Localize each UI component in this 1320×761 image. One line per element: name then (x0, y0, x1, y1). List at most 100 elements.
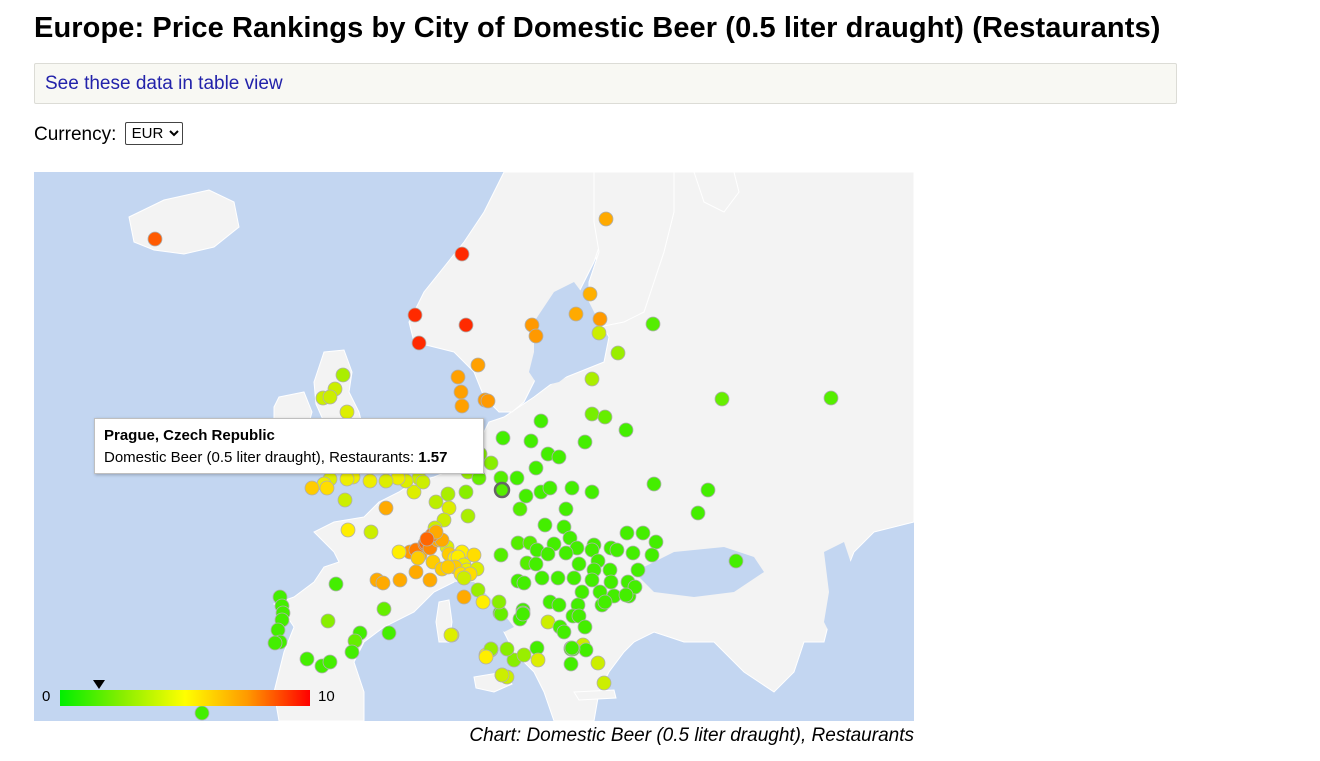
city-marker[interactable] (470, 357, 486, 373)
city-marker[interactable] (375, 575, 391, 591)
city-marker[interactable] (603, 574, 619, 590)
map-container[interactable] (34, 172, 914, 721)
city-marker[interactable] (577, 619, 593, 635)
city-marker[interactable] (475, 594, 491, 610)
city-marker[interactable] (516, 575, 532, 591)
city-marker[interactable] (646, 476, 662, 492)
city-marker[interactable] (440, 559, 456, 575)
city-marker[interactable] (453, 384, 469, 400)
city-marker[interactable] (518, 488, 534, 504)
city-marker[interactable] (598, 211, 614, 227)
city-marker[interactable] (635, 525, 651, 541)
city-marker[interactable] (568, 306, 584, 322)
city-marker[interactable] (335, 367, 351, 383)
city-marker[interactable] (823, 390, 839, 406)
city-marker[interactable] (590, 655, 606, 671)
city-marker[interactable] (440, 486, 456, 502)
city-marker[interactable] (381, 625, 397, 641)
city-marker[interactable] (512, 501, 528, 517)
city-marker[interactable] (558, 501, 574, 517)
city-marker[interactable] (528, 460, 544, 476)
city-marker[interactable] (645, 316, 661, 332)
city-marker[interactable] (147, 231, 163, 247)
city-marker[interactable] (392, 572, 408, 588)
city-marker[interactable] (509, 470, 525, 486)
city-marker[interactable] (494, 667, 510, 683)
city-marker[interactable] (571, 556, 587, 572)
city-marker[interactable] (619, 525, 635, 541)
city-marker[interactable] (454, 246, 470, 262)
city-marker[interactable] (625, 545, 641, 561)
city-marker[interactable] (363, 524, 379, 540)
table-view-link[interactable]: See these data in table view (45, 73, 283, 94)
city-marker[interactable] (700, 482, 716, 498)
city-marker[interactable] (618, 422, 634, 438)
city-marker[interactable] (491, 594, 507, 610)
city-marker[interactable] (422, 572, 438, 588)
city-marker[interactable] (574, 584, 590, 600)
city-marker[interactable] (530, 652, 546, 668)
city-marker[interactable] (551, 597, 567, 613)
city-marker[interactable] (564, 640, 580, 656)
city-marker[interactable] (460, 508, 476, 524)
city-marker[interactable] (322, 654, 338, 670)
city-marker[interactable] (408, 564, 424, 580)
city-marker[interactable] (378, 500, 394, 516)
city-marker[interactable] (391, 544, 407, 560)
city-marker[interactable] (584, 371, 600, 387)
city-marker[interactable] (528, 328, 544, 344)
city-marker[interactable] (339, 404, 355, 420)
city-marker[interactable] (610, 345, 626, 361)
city-marker[interactable] (596, 675, 612, 691)
city-marker[interactable] (597, 594, 613, 610)
city-marker[interactable] (566, 570, 582, 586)
currency-select[interactable]: EUR (124, 122, 183, 145)
city-marker[interactable] (378, 473, 394, 489)
city-marker[interactable] (450, 369, 466, 385)
city-marker[interactable] (493, 547, 509, 563)
city-marker[interactable] (328, 576, 344, 592)
city-marker[interactable] (558, 545, 574, 561)
city-marker[interactable] (466, 547, 482, 563)
city-marker[interactable] (523, 433, 539, 449)
city-marker[interactable] (406, 484, 422, 500)
city-marker[interactable] (540, 546, 556, 562)
city-marker[interactable] (591, 325, 607, 341)
city-marker[interactable] (304, 480, 320, 496)
city-marker[interactable] (516, 647, 532, 663)
city-marker[interactable] (542, 480, 558, 496)
city-marker[interactable] (644, 547, 660, 563)
city-marker[interactable] (458, 317, 474, 333)
city-marker[interactable] (592, 311, 608, 327)
city-marker[interactable] (597, 409, 613, 425)
city-marker[interactable] (454, 398, 470, 414)
city-marker-prague[interactable] (493, 481, 511, 499)
city-marker[interactable] (577, 434, 593, 450)
city-marker[interactable] (411, 335, 427, 351)
city-marker[interactable] (458, 484, 474, 500)
city-marker[interactable] (528, 556, 544, 572)
city-marker[interactable] (584, 406, 600, 422)
city-marker[interactable] (478, 649, 494, 665)
city-marker[interactable] (648, 534, 664, 550)
city-marker[interactable] (564, 480, 580, 496)
city-marker[interactable] (376, 601, 392, 617)
city-marker[interactable] (728, 553, 744, 569)
city-marker[interactable] (609, 542, 625, 558)
europe-map[interactable] (34, 172, 914, 721)
city-marker[interactable] (456, 589, 472, 605)
city-marker[interactable] (578, 642, 594, 658)
city-marker[interactable] (534, 570, 550, 586)
city-marker[interactable] (690, 505, 706, 521)
city-marker[interactable] (584, 484, 600, 500)
city-marker[interactable] (515, 606, 531, 622)
city-marker[interactable] (584, 572, 600, 588)
city-marker[interactable] (537, 517, 553, 533)
city-marker[interactable] (483, 455, 499, 471)
city-marker[interactable] (428, 494, 444, 510)
city-marker[interactable] (563, 656, 579, 672)
city-marker[interactable] (551, 449, 567, 465)
city-marker[interactable] (618, 587, 634, 603)
city-marker[interactable] (319, 480, 335, 496)
city-markers[interactable] (147, 211, 839, 721)
